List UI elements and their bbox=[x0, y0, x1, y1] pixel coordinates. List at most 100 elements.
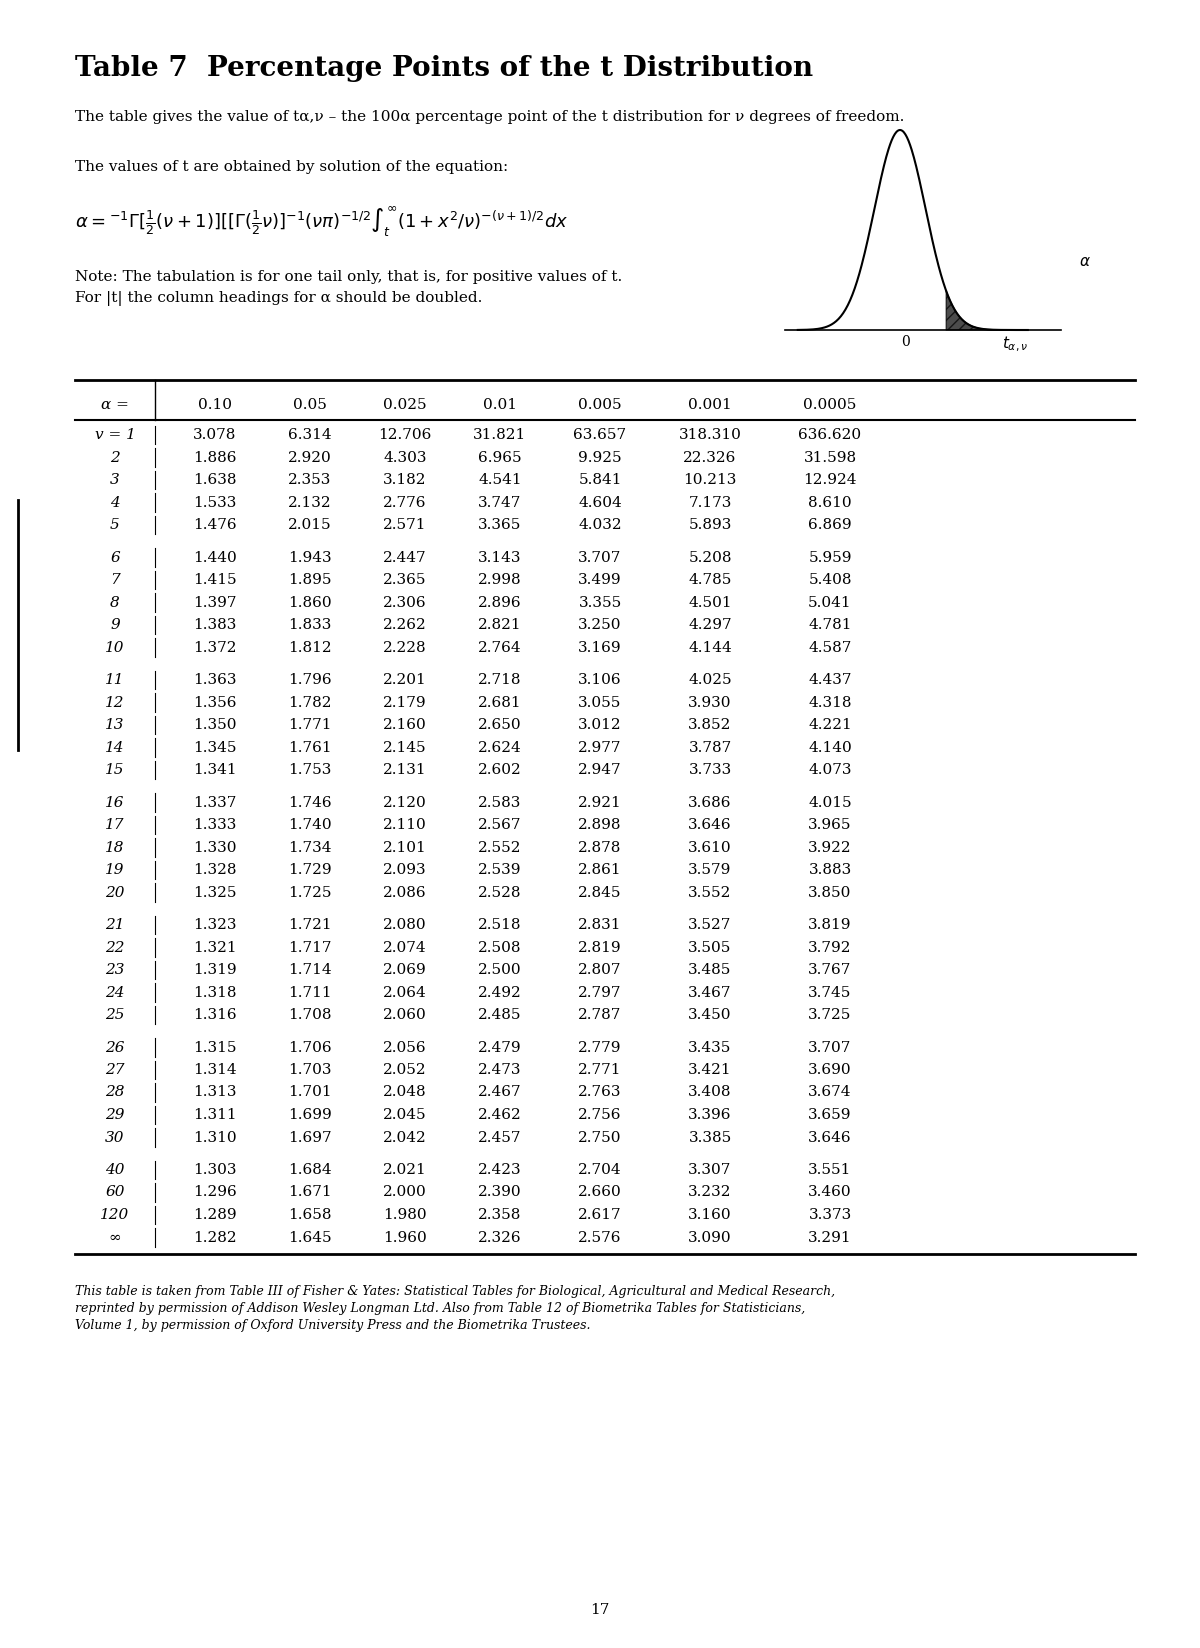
Text: 3.385: 3.385 bbox=[689, 1131, 732, 1144]
Text: 3.552: 3.552 bbox=[689, 885, 732, 900]
Text: 1.383: 1.383 bbox=[193, 618, 236, 631]
Text: 2.779: 2.779 bbox=[578, 1040, 622, 1055]
Text: 2.145: 2.145 bbox=[383, 740, 427, 755]
Text: 9: 9 bbox=[110, 618, 120, 631]
Text: 1.684: 1.684 bbox=[288, 1163, 332, 1177]
Text: 2.000: 2.000 bbox=[383, 1185, 427, 1200]
Text: 2.704: 2.704 bbox=[578, 1163, 622, 1177]
Text: 1.960: 1.960 bbox=[383, 1231, 427, 1244]
Text: 1.895: 1.895 bbox=[288, 574, 331, 587]
Text: 1.337: 1.337 bbox=[193, 796, 236, 809]
Text: 10: 10 bbox=[106, 641, 125, 654]
Text: 24: 24 bbox=[106, 986, 125, 999]
Text: 1.330: 1.330 bbox=[193, 840, 236, 855]
Text: 2.977: 2.977 bbox=[578, 740, 622, 755]
Text: 1.372: 1.372 bbox=[193, 641, 236, 654]
Text: 1.350: 1.350 bbox=[193, 719, 236, 732]
Text: The values of t are obtained by solution of the equation:: The values of t are obtained by solution… bbox=[74, 160, 509, 175]
Text: 3.767: 3.767 bbox=[809, 962, 852, 977]
Text: 1.943: 1.943 bbox=[288, 550, 332, 565]
Text: 0.001: 0.001 bbox=[688, 399, 732, 412]
Text: 3.686: 3.686 bbox=[689, 796, 732, 809]
Text: 2.819: 2.819 bbox=[578, 941, 622, 954]
Text: 4.144: 4.144 bbox=[688, 641, 732, 654]
Text: 2.660: 2.660 bbox=[578, 1185, 622, 1200]
Text: 1.645: 1.645 bbox=[288, 1231, 332, 1244]
Text: 1.658: 1.658 bbox=[288, 1208, 331, 1223]
Text: Note: The tabulation is for one tail only, that is, for positive values of t.: Note: The tabulation is for one tail onl… bbox=[74, 270, 623, 283]
Text: 5.893: 5.893 bbox=[689, 517, 732, 532]
Text: 2.617: 2.617 bbox=[578, 1208, 622, 1223]
Text: 2.262: 2.262 bbox=[383, 618, 427, 631]
Text: 9.925: 9.925 bbox=[578, 450, 622, 465]
Text: 18: 18 bbox=[106, 840, 125, 855]
Text: 3.922: 3.922 bbox=[808, 840, 852, 855]
Text: 1.671: 1.671 bbox=[288, 1185, 332, 1200]
Text: 1.860: 1.860 bbox=[288, 595, 332, 610]
Text: 5.408: 5.408 bbox=[809, 574, 852, 587]
Text: 2.583: 2.583 bbox=[479, 796, 522, 809]
Text: 2.681: 2.681 bbox=[478, 695, 522, 710]
Text: 2.101: 2.101 bbox=[383, 840, 427, 855]
Text: 1.796: 1.796 bbox=[288, 672, 332, 687]
Text: 1.980: 1.980 bbox=[383, 1208, 427, 1223]
Text: 2.060: 2.060 bbox=[383, 1009, 427, 1022]
Text: 2.750: 2.750 bbox=[578, 1131, 622, 1144]
Text: 2.423: 2.423 bbox=[478, 1163, 522, 1177]
Text: 2.896: 2.896 bbox=[478, 595, 522, 610]
Text: 2.086: 2.086 bbox=[383, 885, 427, 900]
Text: 1.746: 1.746 bbox=[288, 796, 332, 809]
Text: 4.303: 4.303 bbox=[383, 450, 427, 465]
Text: 2.365: 2.365 bbox=[383, 574, 427, 587]
Text: 2.447: 2.447 bbox=[383, 550, 427, 565]
Text: 3.078: 3.078 bbox=[193, 428, 236, 442]
Text: 25: 25 bbox=[106, 1009, 125, 1022]
Text: 3.355: 3.355 bbox=[578, 595, 622, 610]
Text: $\alpha = ^{-1}\Gamma[\frac{1}{2}(\nu + 1)][[\Gamma(\frac{1}{2}\nu)]^{-1} (\nu\p: $\alpha = ^{-1}\Gamma[\frac{1}{2}(\nu + … bbox=[74, 204, 569, 239]
Text: 4.501: 4.501 bbox=[688, 595, 732, 610]
Text: 2: 2 bbox=[110, 450, 120, 465]
Text: 3.460: 3.460 bbox=[808, 1185, 852, 1200]
Text: 2.764: 2.764 bbox=[478, 641, 522, 654]
Text: 6.869: 6.869 bbox=[808, 517, 852, 532]
Text: 3.143: 3.143 bbox=[479, 550, 522, 565]
Text: 2.045: 2.045 bbox=[383, 1107, 427, 1122]
Text: 2.064: 2.064 bbox=[383, 986, 427, 999]
Text: 6.314: 6.314 bbox=[288, 428, 332, 442]
Text: 2.042: 2.042 bbox=[383, 1131, 427, 1144]
Text: 19: 19 bbox=[106, 864, 125, 877]
Text: 31.821: 31.821 bbox=[473, 428, 527, 442]
Text: 2.015: 2.015 bbox=[288, 517, 332, 532]
Text: 4.781: 4.781 bbox=[809, 618, 852, 631]
Text: 4.297: 4.297 bbox=[688, 618, 732, 631]
Text: 1.341: 1.341 bbox=[193, 763, 236, 776]
Text: 3.850: 3.850 bbox=[809, 885, 852, 900]
Text: For |t| the column headings for α should be doubled.: For |t| the column headings for α should… bbox=[74, 292, 482, 307]
Text: 1.289: 1.289 bbox=[193, 1208, 236, 1223]
Text: 2.179: 2.179 bbox=[383, 695, 427, 710]
Text: 31.598: 31.598 bbox=[804, 450, 857, 465]
Text: 1.703: 1.703 bbox=[288, 1063, 331, 1078]
Text: 3.852: 3.852 bbox=[689, 719, 732, 732]
Text: 2.353: 2.353 bbox=[288, 473, 331, 488]
Text: 12.924: 12.924 bbox=[803, 473, 857, 488]
Text: 3.373: 3.373 bbox=[809, 1208, 852, 1223]
Text: 2.947: 2.947 bbox=[578, 763, 622, 776]
Text: 2.576: 2.576 bbox=[578, 1231, 622, 1244]
Text: 2.093: 2.093 bbox=[383, 864, 427, 877]
Text: 1.323: 1.323 bbox=[193, 918, 236, 933]
Text: 3.610: 3.610 bbox=[688, 840, 732, 855]
Text: 1.812: 1.812 bbox=[288, 641, 332, 654]
Text: 3.365: 3.365 bbox=[479, 517, 522, 532]
Text: 1.725: 1.725 bbox=[288, 885, 331, 900]
Text: 1.314: 1.314 bbox=[193, 1063, 236, 1078]
Text: 2.771: 2.771 bbox=[578, 1063, 622, 1078]
Text: 3.505: 3.505 bbox=[689, 941, 732, 954]
Text: 0.05: 0.05 bbox=[293, 399, 326, 412]
Text: 1.638: 1.638 bbox=[193, 473, 236, 488]
Text: 3.090: 3.090 bbox=[688, 1231, 732, 1244]
Text: 2.131: 2.131 bbox=[383, 763, 427, 776]
Text: 2.358: 2.358 bbox=[479, 1208, 522, 1223]
Text: 3.012: 3.012 bbox=[578, 719, 622, 732]
Text: 2.898: 2.898 bbox=[578, 817, 622, 832]
